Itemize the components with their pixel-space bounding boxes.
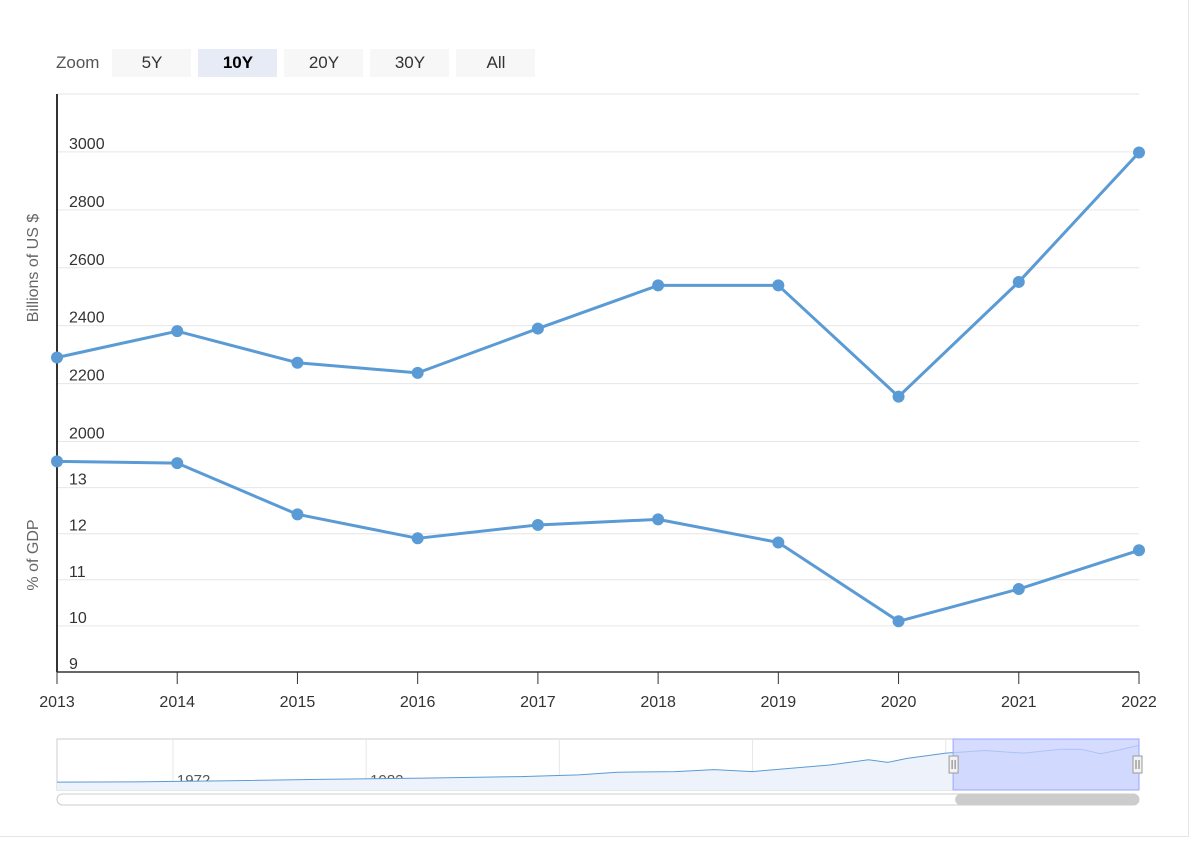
y-axis-title-bottom: % of GDP [25, 519, 42, 590]
navigator-handle-left[interactable] [948, 755, 959, 774]
y-tick-label-bottom: 10 [69, 610, 87, 627]
chart-frame [0, 0, 1189, 837]
y-tick-label-top: 2000 [69, 426, 105, 443]
x-tick-label: 2016 [400, 694, 436, 711]
data-point-bottom [411, 532, 424, 545]
data-point-bottom [1012, 583, 1025, 596]
zoom-30y-button[interactable]: 30Y [370, 49, 450, 77]
navigator-selection[interactable] [952, 738, 1140, 791]
data-point-bottom [772, 536, 785, 549]
x-tick-label: 2022 [1121, 694, 1157, 711]
y-tick-label-top: 2200 [69, 368, 105, 385]
y-tick-label-top: 3000 [69, 136, 105, 153]
data-point-top [51, 351, 63, 364]
navigator-handle-right[interactable] [1132, 755, 1143, 774]
data-point-top [291, 356, 304, 369]
y-tick-label-top: 2400 [69, 310, 105, 327]
zoom-label: Zoom [56, 53, 100, 72]
x-tick-label: 2020 [881, 694, 917, 711]
x-tick-label: 2017 [520, 694, 556, 711]
series-line-top [56, 151, 1141, 399]
zoom-20y-button[interactable]: 20Y [284, 49, 364, 77]
data-point-bottom [1133, 544, 1145, 557]
y-tick-label-top: 2600 [69, 252, 105, 269]
zoom-10y-button[interactable]: 10Y [198, 49, 278, 77]
zoom-all-button[interactable]: All [456, 49, 536, 77]
x-tick-label: 2021 [1001, 694, 1037, 711]
y-axis-title-top: Billions of US $ [25, 214, 42, 323]
data-point-bottom [291, 508, 304, 521]
y-tick-label-bottom: 13 [69, 472, 87, 489]
data-point-bottom [652, 513, 665, 526]
data-point-top [1012, 275, 1025, 288]
x-tick-label: 2015 [280, 694, 316, 711]
scrollbar-thumb[interactable] [955, 794, 1139, 805]
data-point-bottom [892, 615, 905, 628]
x-tick-label: 2014 [159, 694, 195, 711]
data-point-bottom [51, 455, 63, 468]
data-point-top [892, 390, 905, 403]
x-tick-label: 2019 [761, 694, 797, 711]
zoom-controls: Zoom 5Y 10Y 20Y 30Y All [56, 49, 536, 77]
y-tick-label-bottom: 12 [69, 518, 87, 535]
y-tick-label-bottom: 11 [69, 564, 86, 581]
y-tick-label-bottom: 9 [69, 656, 78, 673]
series-line-bottom [56, 459, 1140, 623]
data-point-top [531, 322, 544, 335]
data-point-top [652, 279, 665, 292]
data-point-top [171, 325, 184, 338]
data-point-top [411, 366, 424, 379]
x-tick-label: 2013 [39, 694, 75, 711]
zoom-5y-button[interactable]: 5Y [112, 49, 192, 77]
data-point-top [772, 279, 785, 292]
y-tick-label-top: 2800 [69, 194, 105, 211]
data-point-top [1133, 146, 1145, 159]
data-point-bottom [171, 457, 184, 470]
data-point-bottom [531, 518, 544, 531]
navigator-area [57, 745, 1139, 790]
x-tick-label: 2018 [640, 694, 676, 711]
